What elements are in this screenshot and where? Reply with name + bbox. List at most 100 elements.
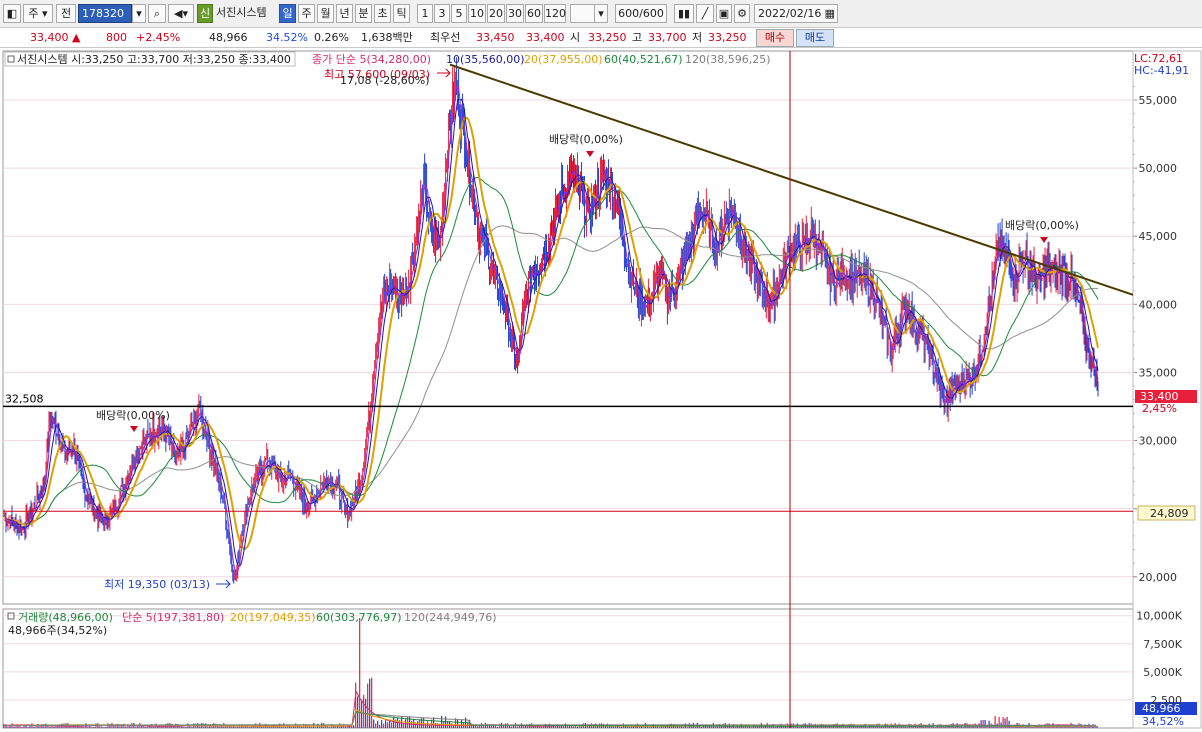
y-tick-label: 35,000 [1139,366,1178,379]
volume-tick-label: 2,500 [1151,694,1183,707]
dividend-arrow-icon [1040,237,1048,243]
volume-ratio: 34.52% [266,31,308,44]
volume-ma-line [3,689,1097,727]
gear-icon[interactable]: ⚙ [734,4,750,23]
interval-button[interactable]: 1 [417,4,433,23]
search-icon[interactable]: ⌕ [148,4,166,23]
count-field[interactable]: 600/600 [615,4,667,23]
sound-icon[interactable]: ◀▾ [168,4,194,23]
lc-label: LC:72,61 [1134,52,1183,65]
panel-toggle-icon [7,55,15,63]
y-tick-label: 20,000 [1139,571,1178,584]
volume-legend: 20(197,049,35) [230,611,316,624]
best-ask: 33,450 [476,31,515,44]
new-button[interactable]: 신 [197,4,213,23]
layout-icon[interactable]: ◧ [3,4,21,23]
sell-button[interactable]: 매도 [796,29,834,47]
price-panel [2,50,1134,605]
up-arrow-icon: ▲ [72,31,81,44]
volume-sub-header: 48,966주(34,52%) [8,624,107,637]
low-annotation: 최저 19,350 (03/13) [104,578,210,591]
period-button[interactable]: 초 [374,4,391,23]
best-bid: 33,400 [526,31,565,44]
period-button[interactable]: 년 [336,4,353,23]
last-price-tag [1135,390,1197,403]
volume-ma-line [3,708,1096,727]
price-header: 서진시스템 시:33,250 고:33,700 저:33,250 종:33,40… [17,53,291,66]
calendar-icon[interactable]: ▦ [824,7,835,20]
ma-legend: 종가 단순 5(34,280,00) [312,53,431,66]
volume-tick-label: 5,000K [1143,666,1182,679]
volume-legend: 단순 5(197,381,80) [122,611,224,624]
price-change-pct: +2.45% [136,31,181,44]
interval-button[interactable]: 10 [468,4,486,23]
moving-average-line [3,84,1099,576]
current-price: 33,400 ▲ [30,30,80,46]
volume-header: 거래량(48,966,00) [18,611,113,624]
turnover-rate: 0.26% [314,31,349,44]
dividend-label: 배당락(0,00%) [96,409,170,422]
buy-button[interactable]: 매수 [756,29,794,47]
current-price-value: 33,400 [30,31,69,44]
trade-amount: 1,638백만 [361,31,413,44]
volume-panel-toggle-icon [7,612,15,620]
interval-button[interactable]: 120 [544,4,566,23]
interval-button[interactable]: 3 [434,4,450,23]
draw-tool-icon[interactable]: ╱ [696,4,714,23]
volume-panel [2,608,1134,729]
support-label: 32,508 [5,392,44,405]
high-label: 고 [632,31,643,44]
interval-button[interactable]: 5 [451,4,467,23]
volume-tick-label: 7,500K [1143,638,1182,651]
alert-price-tag [1137,505,1196,521]
prev-button[interactable]: 전 [56,4,76,23]
stock-name: 서진시스템 [216,6,267,19]
hc-label: HC:-41,91 [1134,64,1189,77]
alert-price-label: 24,809 [1150,507,1189,520]
volume-tick-label: 10,000K [1136,610,1182,623]
period-button[interactable]: 주 [298,4,315,23]
ma-legend: 20(37,955,00) [524,53,603,66]
period-select[interactable]: 주 ▾ [23,4,53,23]
interval-button[interactable]: 60 [525,4,543,23]
period-select-label: 주 [28,7,39,20]
period-button[interactable]: 월 [317,4,334,23]
interval-button[interactable]: 20 [487,4,505,23]
y-tick-label: 40,000 [1139,298,1178,311]
moving-average-line [3,176,1099,526]
code-dropdown-icon[interactable]: ▾ [132,4,146,23]
period-button[interactable]: 틱 [393,4,410,23]
high-annotation: 최고 57,600 (09/03) [324,68,430,81]
interval-button[interactable]: 30 [506,4,524,23]
last-price-label: 33,400 [1140,390,1179,403]
volume-ma-line [4,712,1096,726]
moving-average-line [3,98,1099,567]
volume-legend: 60(303,776,97) [316,611,402,624]
period-button[interactable]: 분 [355,4,372,23]
volume: 48,966 [209,31,248,44]
y-tick-label: 50,000 [1139,162,1178,175]
ma-legend: 10(35,560,00) [446,53,525,66]
custom-period-dropdown[interactable]: ▾ [594,4,608,23]
ma-legend: 120(38,596,25) [685,53,771,66]
dividend-arrow-icon [130,426,138,432]
last-volume-label: 48,966 [1142,702,1181,715]
moving-average-line [3,225,1099,526]
volume-legend: 120(244,949,76) [404,611,497,624]
best-quote-label: 최우선 [430,31,461,44]
price-change: 800 [106,31,127,44]
price-header-box [4,51,296,67]
ma-legend: 60(40,521,67) [604,53,683,66]
stock-code-input[interactable]: 178320 [78,4,132,23]
chart-type-icon[interactable]: ▮▮ [674,4,694,23]
open-label: 시 [570,31,581,44]
moving-average-line [3,117,1099,551]
save-icon[interactable]: ▣ [716,4,732,23]
trend-line [449,63,1134,296]
high-arrow-icon [437,68,451,78]
y-tick-label: 55,000 [1139,94,1178,107]
high-sub-annotation: 17,08 (-28,60%) [340,74,429,87]
y-tick-label: 30,000 [1139,435,1178,448]
period-button[interactable]: 일 [279,4,296,23]
date-input[interactable]: 2022/02/16 ▦ [754,4,838,23]
